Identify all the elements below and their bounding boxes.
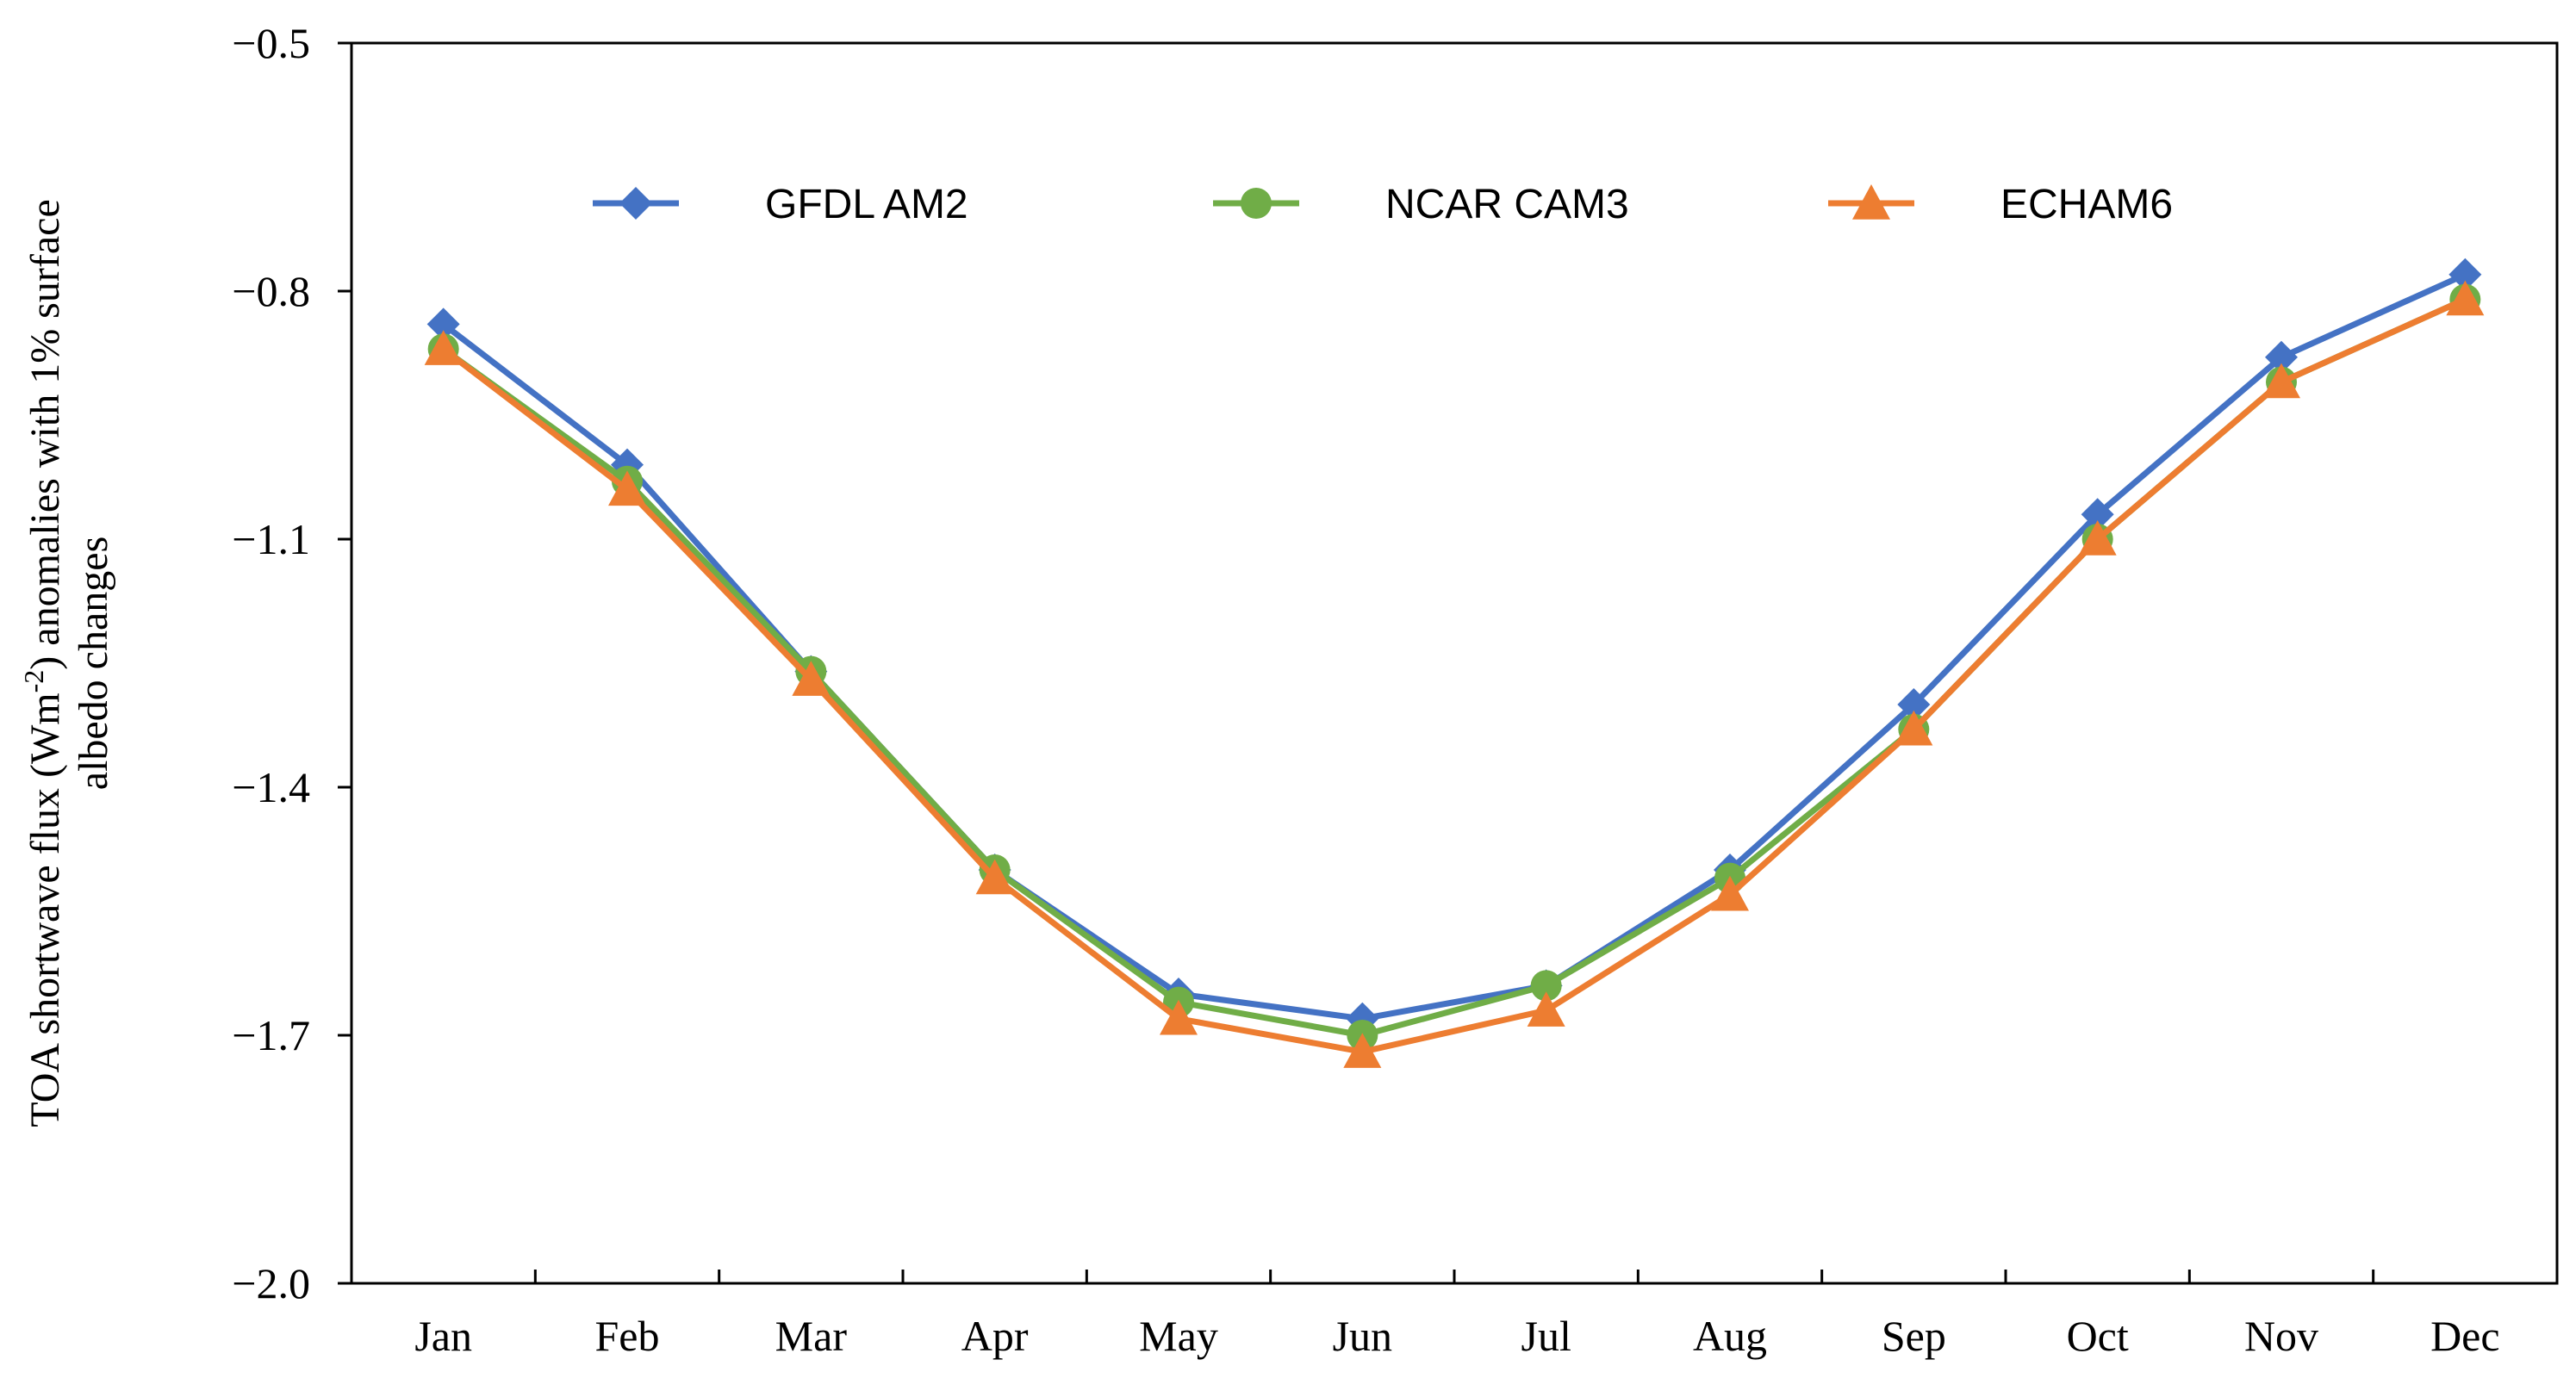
series-echam6 — [424, 280, 2485, 1068]
x-tick-label: Apr — [961, 1312, 1029, 1360]
legend-label: ECHAM6 — [2000, 182, 2173, 227]
legend-item: NCAR CAM3 — [1213, 182, 1629, 227]
y-axis-label-line1: TOA shortwave flux (Wm-2) anomalies with… — [18, 199, 68, 1127]
legend: GFDL AM2 NCAR CAM3 ECHAM6 — [593, 182, 2173, 227]
x-tick-label: Nov — [2244, 1312, 2318, 1360]
y-tick-label: −0.8 — [232, 267, 310, 315]
data-point-diamond — [1897, 688, 1931, 721]
x-tick-label: Jan — [414, 1312, 472, 1360]
data-point-diamond — [2081, 498, 2114, 531]
data-point-circle — [1530, 970, 1562, 1002]
legend-label: NCAR CAM3 — [1385, 182, 1629, 227]
data-point-triangle — [608, 470, 646, 506]
plot-area — [350, 41, 2559, 1285]
x-tick-labels: Jan Feb Mar Apr May Jun Jul Aug Sep Oct Nov Dec — [414, 1312, 2499, 1360]
data-point-triangle — [1711, 875, 1749, 911]
x-tick-label: Feb — [595, 1312, 660, 1360]
data-point-diamond — [2265, 340, 2298, 374]
x-tick-label: Oct — [2067, 1312, 2129, 1360]
legend-marker-circle — [1241, 188, 1272, 219]
x-tick-marks — [533, 1270, 2375, 1283]
x-tick-label: Dec — [2430, 1312, 2500, 1360]
y-tick-label: −0.5 — [232, 19, 310, 67]
y-tick-label: −1.1 — [232, 515, 310, 563]
y-tick-labels: −2.0 −1.7 −1.4 −1.1 −0.8 −0.5 — [232, 19, 310, 1307]
legend-item: ECHAM6 — [1828, 182, 2173, 227]
y-axis-label-line2: albedo changes — [71, 537, 116, 791]
y-tick-label: −1.7 — [232, 1011, 310, 1059]
y-tick-label: −1.4 — [232, 763, 310, 811]
data-point-diamond — [426, 307, 460, 341]
x-tick-label: Jun — [1333, 1312, 1392, 1360]
legend-label: GFDL AM2 — [765, 182, 968, 227]
data-point-triangle — [2446, 280, 2485, 316]
y-axis-label-part1: TOA shortwave flux (Wm — [22, 692, 68, 1127]
series-line — [441, 296, 2467, 1055]
y-axis-label-superscript: -2 — [18, 670, 49, 693]
data-point-triangle — [975, 859, 1014, 895]
x-tick-label: Mar — [775, 1312, 848, 1360]
data-point-triangle — [792, 661, 831, 696]
data-point-triangle — [1160, 999, 1198, 1035]
legend-marker-diamond — [619, 187, 652, 220]
x-tick-label: Jul — [1521, 1312, 1571, 1360]
series-layer — [424, 258, 2485, 1068]
data-point-triangle — [1343, 1033, 1382, 1068]
data-point-diamond — [2448, 258, 2482, 291]
x-tick-label: Aug — [1693, 1312, 1767, 1360]
x-tick-label: May — [1139, 1312, 1218, 1360]
data-point-triangle — [424, 330, 463, 365]
y-axis-label-part2: ) anomalies with 1% surface — [22, 199, 68, 669]
y-tick-marks — [338, 41, 352, 1285]
data-point-triangle — [1895, 710, 1933, 746]
legend-item: GFDL AM2 — [593, 182, 968, 227]
x-tick-label: Sep — [1882, 1312, 1946, 1360]
data-point-triangle — [2078, 520, 2117, 556]
data-point-triangle — [2262, 363, 2300, 399]
data-point-triangle — [1527, 991, 1565, 1027]
y-tick-label: −2.0 — [232, 1259, 310, 1307]
legend-marker-triangle — [1852, 184, 1890, 220]
